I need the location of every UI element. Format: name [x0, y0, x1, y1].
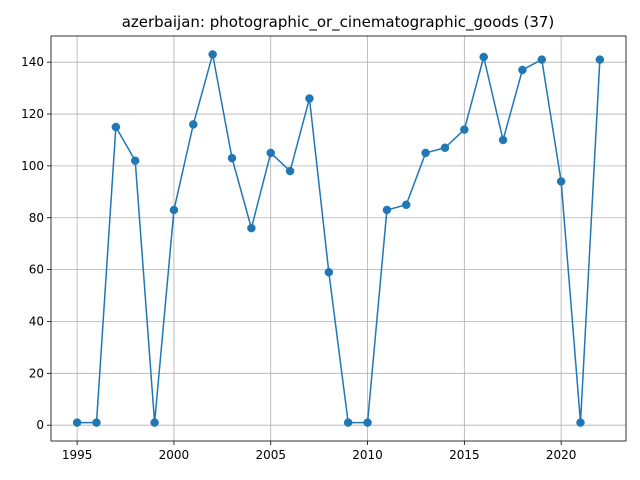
y-tick-label: 80 — [29, 211, 44, 225]
x-tick-label: 2015 — [449, 448, 480, 462]
plot-frame — [50, 35, 627, 442]
x-tick-label: 2005 — [255, 448, 286, 462]
data-point — [227, 153, 237, 163]
ticks: 1995 2000 2005 2010 2015 2020 0 20 40 60 80 100 120 1… — [21, 55, 576, 462]
series-line — [77, 53, 601, 424]
y-tick-label: 140 — [21, 55, 44, 69]
data-point — [440, 143, 450, 153]
axes — [50, 35, 627, 442]
data-point — [285, 166, 295, 176]
data-point — [595, 55, 605, 64]
data-point — [343, 418, 353, 427]
data-point — [421, 148, 430, 158]
data-point — [111, 122, 121, 132]
data-point — [72, 418, 82, 427]
data-point — [537, 55, 547, 64]
y-tick-label: 40 — [29, 314, 44, 328]
y-tick-label: 120 — [21, 107, 44, 121]
x-tick-label: 2010 — [352, 448, 383, 462]
chart-title: azerbaijan: photographic_or_cinematograp… — [122, 13, 555, 32]
data-point — [382, 205, 392, 215]
data-point — [402, 200, 411, 210]
series-layer — [72, 50, 605, 427]
y-tick-label: 0 — [36, 418, 44, 432]
data-point — [169, 205, 179, 215]
data-point — [324, 267, 334, 277]
x-tick-label: 2000 — [159, 448, 190, 462]
data-point — [576, 418, 585, 427]
data-point — [518, 65, 527, 75]
y-tick-label: 60 — [29, 263, 44, 277]
data-point — [266, 148, 275, 158]
data-point — [363, 418, 372, 427]
data-point — [556, 177, 566, 186]
y-tick-label: 20 — [29, 366, 44, 380]
data-point — [208, 50, 217, 59]
data-point — [247, 223, 256, 233]
data-point — [498, 135, 508, 145]
x-tick-label: 1995 — [62, 448, 93, 462]
data-point — [305, 94, 314, 103]
data-point — [189, 120, 198, 129]
data-point — [150, 418, 159, 427]
data-point — [460, 125, 469, 134]
data-point — [479, 52, 488, 62]
x-tick-label: 2020 — [546, 448, 577, 462]
data-point — [130, 156, 140, 165]
data-point — [92, 418, 101, 427]
y-tick-label: 100 — [21, 159, 44, 173]
